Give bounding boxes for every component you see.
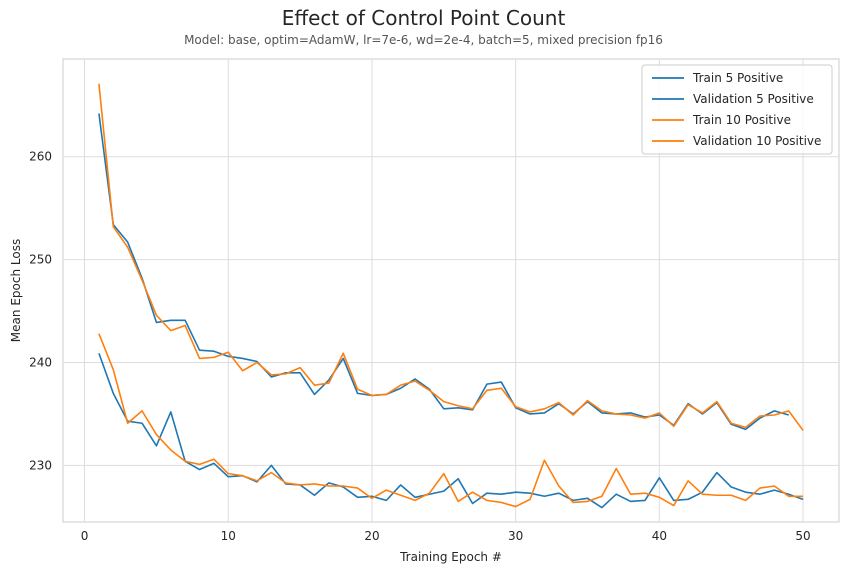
legend-label: Validation 10 Positive bbox=[693, 134, 821, 148]
tick-labels: 0 10 20 30 40 50 230 240 250 260 bbox=[29, 150, 811, 543]
y-axis-label: Mean Epoch Loss bbox=[9, 239, 23, 342]
series-line-4 bbox=[98, 333, 804, 508]
legend-label: Train 5 Positive bbox=[692, 71, 783, 85]
x-tick-label: 50 bbox=[795, 529, 810, 543]
legend: Train 5 Positive Validation 5 Positive Tra… bbox=[641, 64, 833, 155]
series-lines bbox=[98, 83, 804, 509]
y-tick-label: 230 bbox=[29, 458, 52, 472]
series-line-2 bbox=[98, 352, 804, 509]
chart-title: Effect of Control Point Count bbox=[281, 6, 566, 30]
legend-label: Validation 5 Positive bbox=[693, 92, 814, 106]
x-tick-label: 10 bbox=[221, 529, 236, 543]
grid bbox=[63, 59, 839, 522]
x-tick-label: 40 bbox=[652, 529, 667, 543]
series-line-3 bbox=[98, 83, 804, 431]
chart-subtitle: Model: base, optim=AdamW, lr=7e-6, wd=2e… bbox=[184, 33, 663, 47]
legend-label: Train 10 Positive bbox=[692, 113, 791, 127]
x-tick-label: 20 bbox=[364, 529, 379, 543]
y-tick-label: 240 bbox=[29, 356, 52, 370]
x-tick-label: 0 bbox=[81, 529, 89, 543]
x-tick-label: 30 bbox=[508, 529, 523, 543]
y-tick-label: 260 bbox=[29, 150, 52, 164]
y-tick-label: 250 bbox=[29, 253, 52, 267]
x-axis-label: Training Epoch # bbox=[399, 550, 502, 564]
legend-box bbox=[641, 64, 833, 155]
